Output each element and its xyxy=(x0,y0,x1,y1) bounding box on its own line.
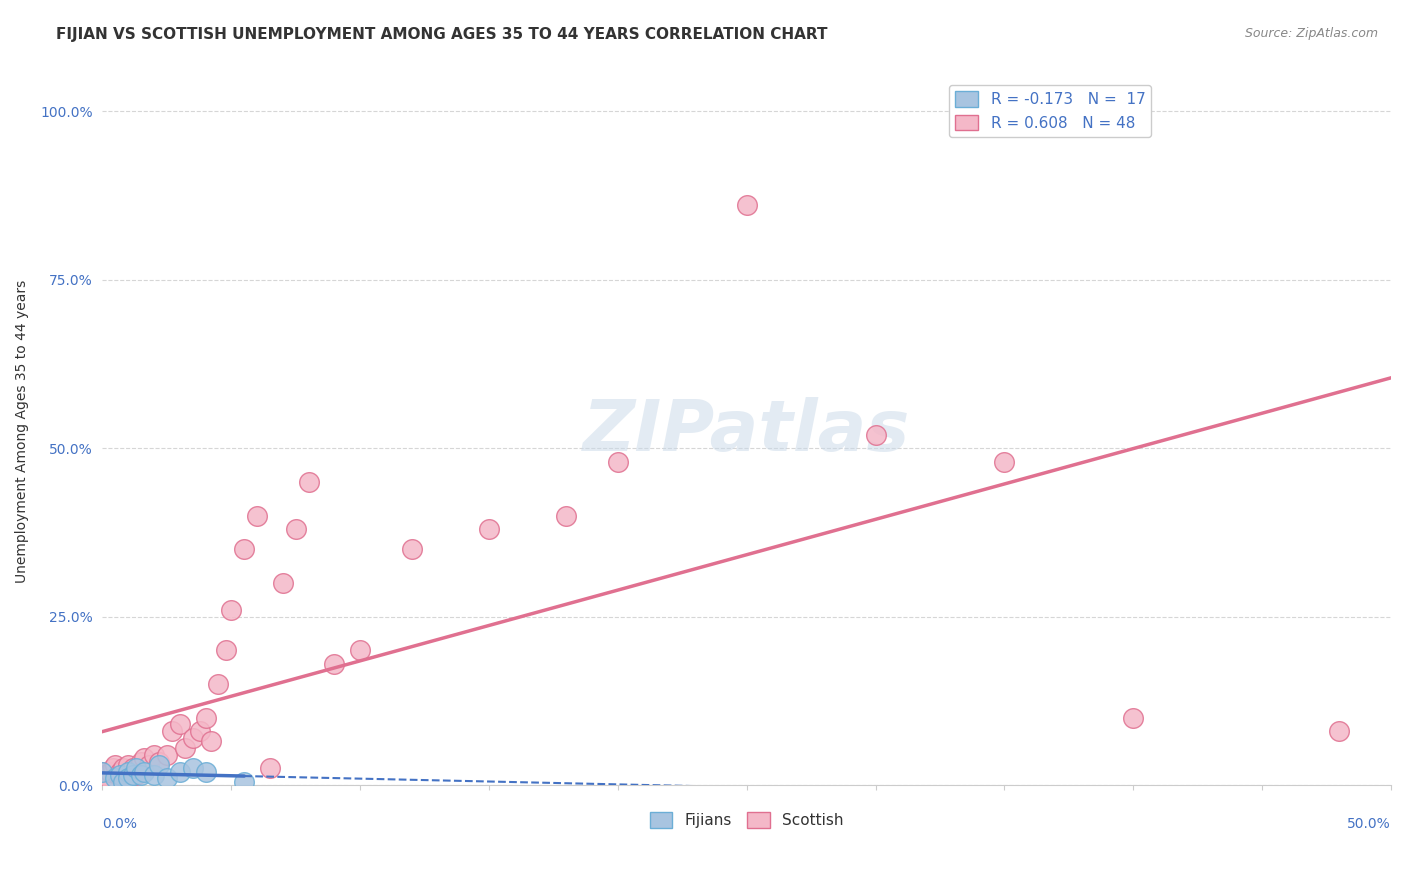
Point xyxy=(143,768,166,782)
Point xyxy=(117,772,139,786)
Point xyxy=(122,768,145,782)
Point xyxy=(120,764,142,779)
Point xyxy=(117,764,139,779)
Point xyxy=(233,774,256,789)
Point xyxy=(194,711,217,725)
Point xyxy=(94,768,117,782)
Point xyxy=(91,764,114,779)
Point xyxy=(129,755,152,769)
Point xyxy=(323,657,346,671)
Point xyxy=(200,734,222,748)
Point xyxy=(401,542,423,557)
Point xyxy=(190,724,212,739)
Point xyxy=(169,717,191,731)
Point xyxy=(104,772,127,786)
Point xyxy=(298,475,321,489)
Point xyxy=(606,454,628,468)
Point xyxy=(865,427,887,442)
Point xyxy=(174,741,197,756)
Point xyxy=(478,522,501,536)
Point xyxy=(138,757,160,772)
Y-axis label: Unemployment Among Ages 35 to 44 years: Unemployment Among Ages 35 to 44 years xyxy=(15,279,30,582)
Point xyxy=(110,768,132,782)
Text: Source: ZipAtlas.com: Source: ZipAtlas.com xyxy=(1244,27,1378,40)
Point xyxy=(112,774,135,789)
Legend: Fijians, Scottish: Fijians, Scottish xyxy=(644,805,851,834)
Point xyxy=(259,761,281,775)
Point xyxy=(246,508,269,523)
Point xyxy=(91,764,114,779)
Point xyxy=(107,768,129,782)
Point xyxy=(215,643,238,657)
Point xyxy=(98,764,121,779)
Text: 0.0%: 0.0% xyxy=(103,816,138,830)
Point xyxy=(156,747,179,762)
Point xyxy=(125,768,148,782)
Text: ZIPatlas: ZIPatlas xyxy=(583,397,911,466)
Point xyxy=(125,761,148,775)
Point xyxy=(129,768,152,782)
Text: FIJIAN VS SCOTTISH UNEMPLOYMENT AMONG AGES 35 TO 44 YEARS CORRELATION CHART: FIJIAN VS SCOTTISH UNEMPLOYMENT AMONG AG… xyxy=(56,27,828,42)
Point xyxy=(101,761,124,775)
Point xyxy=(349,643,371,657)
Point xyxy=(156,772,179,786)
Point xyxy=(122,761,145,775)
Point xyxy=(169,764,191,779)
Point xyxy=(117,757,139,772)
Point xyxy=(284,522,307,536)
Point xyxy=(112,761,135,775)
Point xyxy=(110,764,132,779)
Point xyxy=(555,508,578,523)
Point xyxy=(993,454,1015,468)
Point xyxy=(148,755,170,769)
Point xyxy=(233,542,256,557)
Point xyxy=(132,764,155,779)
Point xyxy=(148,757,170,772)
Point xyxy=(207,677,229,691)
Text: 50.0%: 50.0% xyxy=(1347,816,1391,830)
Point xyxy=(104,757,127,772)
Point xyxy=(735,198,758,212)
Point xyxy=(91,772,114,786)
Point xyxy=(271,575,294,590)
Point xyxy=(143,747,166,762)
Point xyxy=(194,764,217,779)
Point xyxy=(181,731,204,745)
Point xyxy=(97,772,120,786)
Point xyxy=(1329,724,1351,739)
Point xyxy=(221,603,243,617)
Point xyxy=(181,761,204,775)
Point xyxy=(132,751,155,765)
Point xyxy=(160,724,183,739)
Point xyxy=(1122,711,1144,725)
Point xyxy=(114,768,136,782)
